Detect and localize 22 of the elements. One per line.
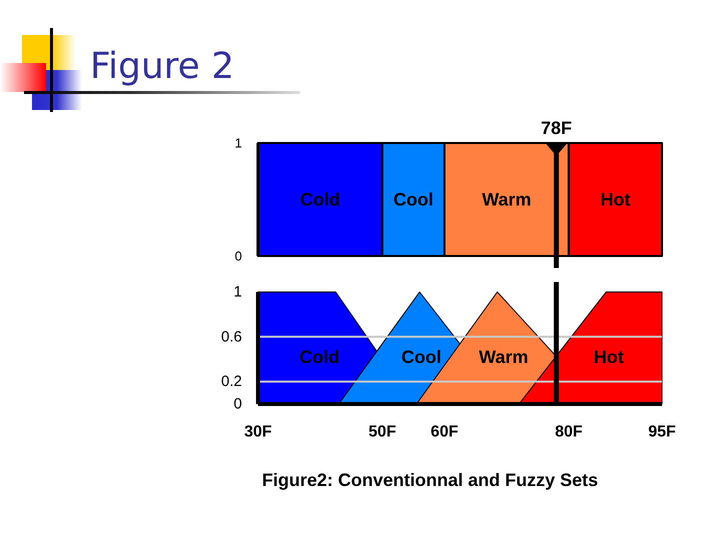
y-tick-label: 1 [234,136,242,150]
series-label: Cold [300,190,340,210]
series-label: Cold [299,346,340,367]
ref-line-label: 78F [540,118,572,138]
x-tick-label: 30F [244,424,272,440]
x-tick-label: 95F [648,424,676,440]
x-tick-label: 50F [368,424,396,440]
x-tick-label: 80F [554,424,583,440]
series-label: Cool [401,346,442,367]
series-label: Hot [600,190,630,210]
y-tick-label: 1 [234,284,242,300]
x-tick-label: 60F [430,424,458,440]
series-label: Warm [478,346,528,367]
series-label: Warm [482,190,532,210]
chart-title: Figure 2 [90,46,234,87]
y-tick-label: 0.2 [221,373,242,390]
y-tick-label: 0 [234,396,242,412]
series-label: Cool [393,190,434,210]
y-tick-label: 0.6 [221,328,242,346]
y-tick-label: 0 [234,248,242,264]
caption: Figure2: Conventionnal and Fuzzy Sets [262,470,598,490]
series-label: Hot [594,346,624,367]
